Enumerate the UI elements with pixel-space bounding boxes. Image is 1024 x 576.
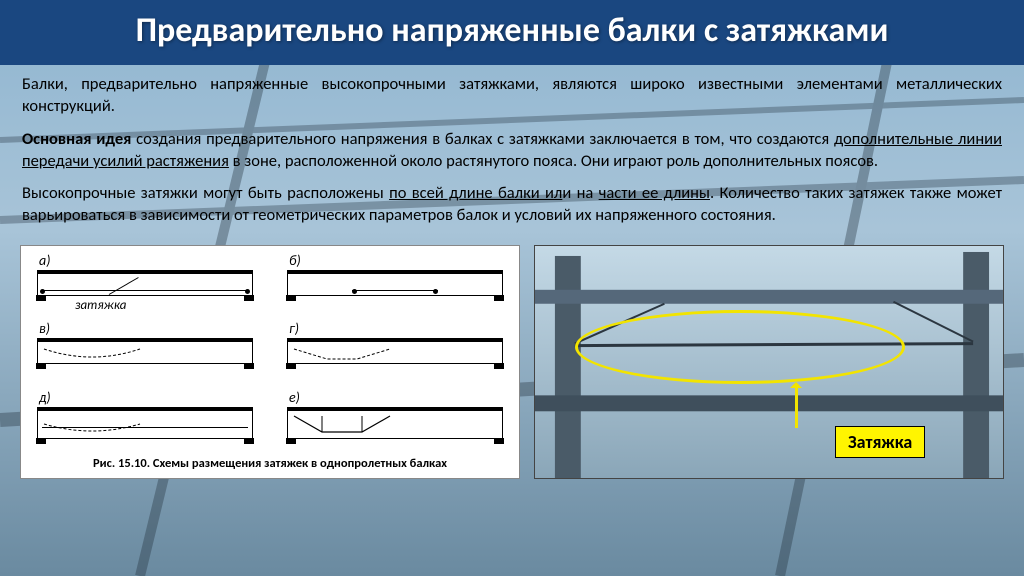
bold-lead: Основная идея bbox=[22, 129, 131, 149]
beam-variant-b: б) bbox=[281, 254, 509, 317]
beam-variant-d: д) bbox=[31, 391, 259, 454]
annotation-ellipse bbox=[575, 310, 905, 384]
paragraph-1: Балки, предварительно напряженные высоко… bbox=[22, 73, 1002, 118]
annotation-label: Затяжка bbox=[835, 426, 925, 458]
paragraph-2: Основная идея создания предварительного … bbox=[22, 128, 1002, 173]
beam-variant-g: г) bbox=[281, 322, 509, 385]
beam-variant-v: в) bbox=[31, 322, 259, 385]
beam-variant-a: а) затяжка bbox=[31, 254, 259, 317]
underline-3: части ее длины bbox=[599, 183, 710, 203]
diagram-figure: а) затяжка б) в) bbox=[20, 245, 520, 479]
photo-figure: Затяжка bbox=[534, 245, 1004, 479]
beam-variant-e: е) bbox=[281, 391, 509, 454]
paragraph-3: Высокопрочные затяжки могут быть располо… bbox=[22, 182, 1002, 227]
slide-title: Предварительно напряженные балки с затяж… bbox=[0, 0, 1024, 65]
tie-label: затяжка bbox=[75, 298, 126, 313]
body-text: Балки, предварительно напряженные высоко… bbox=[0, 65, 1024, 241]
diagram-caption: Рис. 15.10. Схемы размещения затяжек в о… bbox=[31, 456, 509, 471]
underline-2: по всей длине балки ил bbox=[389, 183, 562, 203]
annotation-arrow bbox=[795, 384, 798, 428]
